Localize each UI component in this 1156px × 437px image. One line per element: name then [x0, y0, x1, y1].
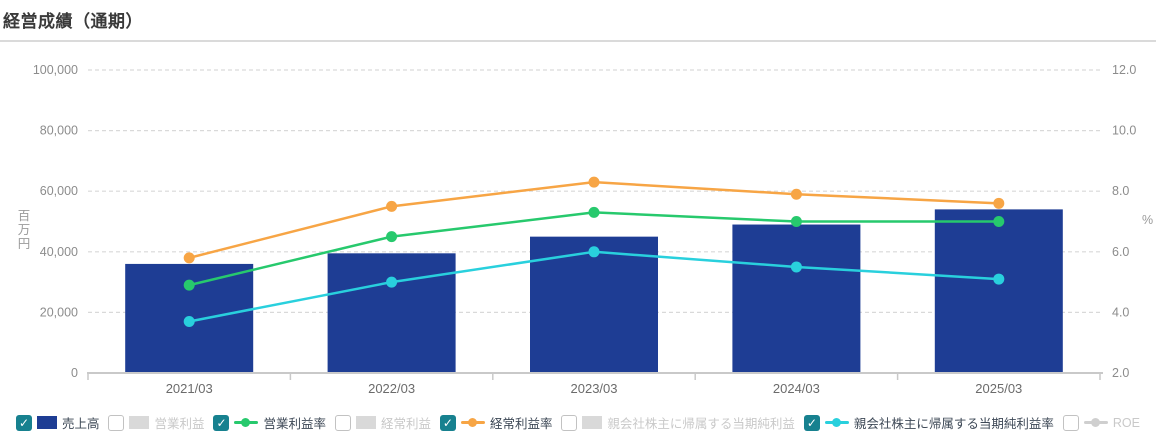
right-axis-tick-label: 8.0: [1112, 184, 1129, 198]
unchecked-checkbox-経常利益[interactable]: [334, 414, 351, 431]
legend-item-営業利益率[interactable]: ✓ 営業利益率: [213, 413, 326, 432]
legend-label-売上高: 売上高: [62, 417, 100, 431]
right-axis-tick-label: 6.0: [1112, 245, 1129, 259]
point-経常利益率-2025/03: [993, 197, 1005, 209]
left-axis-tick-label: 100,000: [33, 63, 78, 77]
x-axis-category-label: 2024/03: [773, 381, 820, 396]
legend-swatch-経常利益: [355, 416, 376, 429]
page-title: 経営成績（通期）: [3, 12, 143, 31]
point-営業利益率-2022/03: [386, 231, 398, 243]
title-divider: [0, 40, 1156, 42]
legend-line-marker-親会社株主に帰属する当期純利益率: [824, 416, 849, 429]
x-axis-category-label: 2022/03: [368, 381, 415, 396]
unchecked-checkbox-親会社株主に帰属する当期純利益[interactable]: [561, 414, 578, 431]
point-親会社株主に帰属する当期純利益率-2023/03: [588, 246, 600, 258]
legend-swatch-親会社株主に帰属する当期純利益: [582, 416, 603, 429]
legend-line-marker-経常利益率: [460, 416, 485, 429]
bar-売上高-2025/03: [934, 209, 1063, 373]
legend-swatch-営業利益: [129, 416, 150, 429]
left-axis-tick-label: 20,000: [40, 305, 78, 319]
x-axis-category-label: 2023/03: [571, 381, 618, 396]
left-axis-unit: 百万円: [18, 209, 31, 251]
legend-swatch-売上高: [37, 416, 57, 429]
checked-checkbox-営業利益率[interactable]: ✓: [213, 414, 230, 431]
legend-item-営業利益[interactable]: 営業利益: [108, 413, 205, 432]
legend-item-経常利益率[interactable]: ✓ 経常利益率: [439, 413, 553, 432]
page-header: 経営成績（通期）: [0, 0, 1156, 42]
checked-checkbox-売上高[interactable]: ✓: [16, 414, 32, 431]
left-axis-tick-label: 60,000: [40, 184, 78, 198]
x-axis-category-label: 2025/03: [975, 381, 1022, 396]
right-axis-tick-label: 10.0: [1112, 124, 1136, 138]
bar-売上高-2024/03: [732, 224, 861, 373]
legend-label-経常利益: 経常利益: [380, 417, 431, 431]
checked-checkbox-経常利益率[interactable]: ✓: [439, 414, 456, 431]
right-axis-tick-label: 12.0: [1112, 63, 1136, 77]
point-営業利益率-2024/03: [790, 216, 802, 227]
chart-canvas: 0 2.0 20,000 4.0 40,000 6.0 60,000 8.0 80,000 10.…: [18, 63, 1153, 396]
legend-item-売上高[interactable]: ✓ 売上高: [16, 413, 100, 432]
point-経常利益率-2021/03: [183, 252, 195, 264]
point-営業利益率-2021/03: [183, 279, 195, 291]
legend-item-親会社株主に帰属する当期純利益[interactable]: 親会社株主に帰属する当期純利益: [561, 413, 795, 432]
unchecked-checkbox-営業利益[interactable]: [108, 414, 125, 431]
point-営業利益率-2023/03: [588, 206, 600, 218]
right-axis-tick-label: 4.0: [1112, 305, 1129, 319]
bar-売上高-2022/03: [327, 253, 456, 373]
point-経常利益率-2022/03: [386, 200, 398, 212]
point-経常利益率-2023/03: [588, 176, 600, 188]
point-親会社株主に帰属する当期純利益率-2022/03: [386, 276, 398, 288]
unchecked-checkbox-ROE[interactable]: [1062, 414, 1079, 431]
legend-label-営業利益率: 営業利益率: [263, 417, 326, 431]
legend-line-marker-営業利益率: [234, 416, 259, 429]
legend-item-親会社株主に帰属する当期純利益率[interactable]: ✓ 親会社株主に帰属する当期純利益率: [803, 413, 1054, 432]
point-経常利益率-2024/03: [790, 188, 802, 200]
legend-label-親会社株主に帰属する当期純利益率: 親会社株主に帰属する当期純利益率: [853, 417, 1054, 431]
legend-label-経常利益率: 経常利益率: [489, 417, 553, 431]
right-axis-unit: %: [1142, 213, 1153, 227]
legend-item-経常利益[interactable]: 経常利益: [334, 413, 431, 432]
legend-line-marker-ROE: [1083, 416, 1108, 429]
point-親会社株主に帰属する当期純利益率-2021/03: [183, 315, 195, 327]
chart-legend: ✓ 売上高 営業利益 ✓ 営業利益率 経常利益 ✓ 経常利益率 親会社株主に帰属する当期純利益 ✓…: [0, 413, 1156, 432]
left-axis-tick-label: 0: [71, 366, 78, 380]
x-axis-category-label: 2021/03: [166, 381, 213, 396]
checked-checkbox-親会社株主に帰属する当期純利益率[interactable]: ✓: [803, 414, 820, 431]
point-営業利益率-2025/03: [993, 216, 1005, 227]
point-親会社株主に帰属する当期純利益率-2024/03: [790, 261, 802, 273]
legend-label-親会社株主に帰属する当期純利益: 親会社株主に帰属する当期純利益: [607, 417, 795, 431]
legend-label-ROE: ROE: [1112, 415, 1140, 430]
right-axis-tick-label: 2.0: [1112, 366, 1129, 380]
left-axis-tick-label: 40,000: [40, 245, 78, 259]
legend-label-営業利益: 営業利益: [154, 417, 205, 431]
point-親会社株主に帰属する当期純利益率-2025/03: [993, 273, 1005, 285]
legend-item-ROE[interactable]: ROE: [1062, 414, 1140, 431]
left-axis-tick-label: 80,000: [40, 124, 78, 138]
